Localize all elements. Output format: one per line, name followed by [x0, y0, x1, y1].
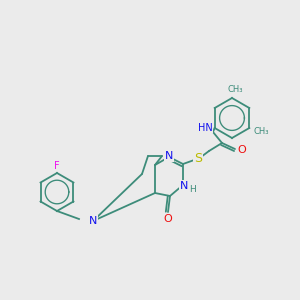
Text: CH₃: CH₃ [227, 85, 243, 94]
Text: H: H [189, 184, 195, 194]
Text: N: N [165, 151, 173, 161]
Text: O: O [164, 214, 172, 224]
Text: N: N [180, 181, 188, 191]
Text: N: N [89, 216, 97, 226]
Text: CH₃: CH₃ [254, 127, 269, 136]
Text: F: F [54, 161, 60, 171]
Text: HN: HN [198, 123, 212, 133]
Text: O: O [238, 145, 246, 155]
Text: S: S [194, 152, 202, 164]
